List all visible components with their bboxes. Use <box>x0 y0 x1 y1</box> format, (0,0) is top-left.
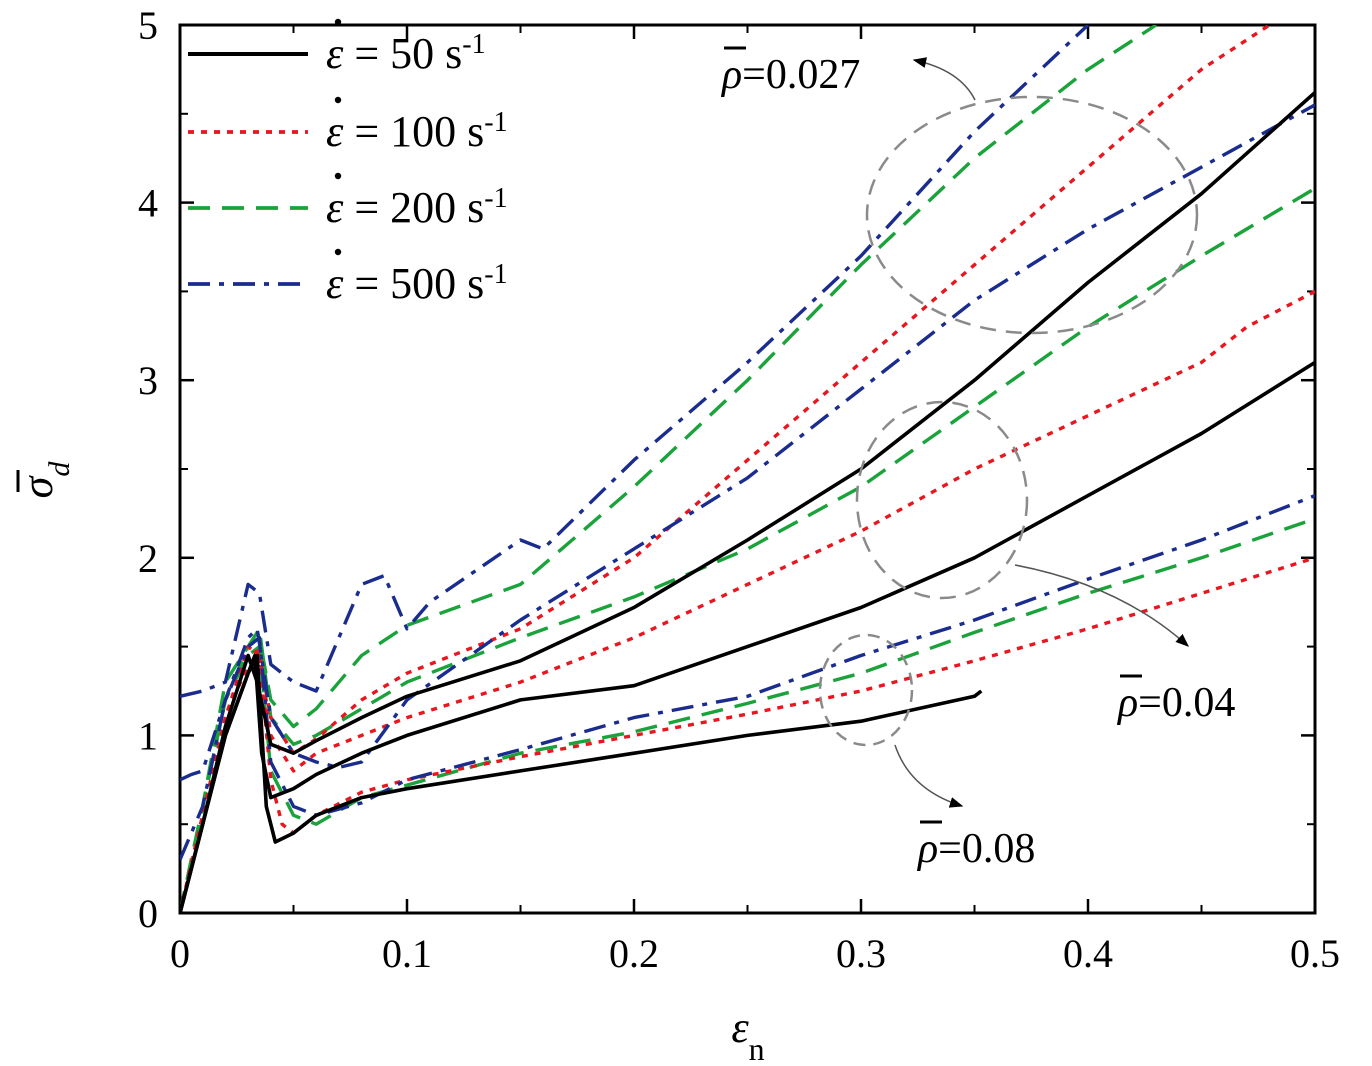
series-line-rho-0027-rate-100 <box>180 25 1271 913</box>
legend-symbol: ε <box>326 183 344 232</box>
annotation-0027-value: =0.027 <box>742 52 860 98</box>
legend-rate-text: = 100 s <box>343 107 484 156</box>
svg-text:ρ=0.04: ρ=0.04 <box>1116 680 1235 726</box>
legend-rate-text: = 50 s <box>343 29 462 78</box>
legend-exponent: -1 <box>484 259 507 290</box>
group-ellipse-008 <box>818 633 914 747</box>
legend-rate-dot <box>334 172 342 180</box>
x-axis-title: εn <box>731 1003 764 1066</box>
annotation-004-symbol: ρ <box>1116 680 1138 726</box>
legend-rate-text: = 500 s <box>343 259 484 308</box>
series-line-rho-008-rate-50 <box>180 653 983 913</box>
plot-frame <box>178 23 1317 915</box>
x-tick-label: 0.1 <box>382 931 432 976</box>
legend-rate-dot <box>334 248 342 256</box>
y-tick-label: 4 <box>138 181 158 226</box>
legend-label: ε = 500 s-1 <box>326 259 508 309</box>
svg-text:ρ=0.08: ρ=0.08 <box>916 826 1035 872</box>
legend-item-200: ε = 200 s-1 <box>188 172 508 233</box>
series-layer <box>180 25 1315 913</box>
series-line-rho-0027-rate-200 <box>180 25 1158 913</box>
annotation-004-value: =0.04 <box>1138 680 1235 726</box>
annotation-004: ρ=0.04 <box>1116 674 1235 726</box>
y-axis-title: σd <box>13 461 76 499</box>
legend-rate-dot <box>334 96 342 104</box>
series-line-rho-004-rate-200 <box>180 186 1315 913</box>
x-axis-label: ε <box>731 1003 749 1052</box>
svg-text:σd: σd <box>13 461 76 499</box>
series-line-rho-004-rate-100 <box>180 289 1315 913</box>
series-line-rho-004-rate-500 <box>180 103 1315 782</box>
series-line-rho-008-rate-100 <box>180 556 1315 913</box>
legend-exponent: -1 <box>484 107 507 138</box>
x-tick-label: 0 <box>170 931 190 976</box>
annotation-008: ρ=0.08 <box>916 820 1035 872</box>
legend-label: ε = 100 s-1 <box>326 107 508 157</box>
group-ellipse-0027 <box>865 95 1199 335</box>
legend-item-500: ε = 500 s-1 <box>188 248 508 309</box>
annotation-arrow-0027 <box>912 57 976 101</box>
legend-rate-text: = 200 s <box>343 183 484 232</box>
x-tick-label: 0.4 <box>1063 931 1113 976</box>
x-tick-label: 0.5 <box>1290 931 1340 976</box>
legend-symbol: ε <box>326 29 344 78</box>
legend-item-100: ε = 100 s-1 <box>188 96 508 157</box>
series-line-rho-0027-rate-500 <box>180 25 1090 698</box>
legend-rate-dot <box>334 18 342 26</box>
svg-text:ρ=0.027: ρ=0.027 <box>720 52 860 98</box>
legend-label: ε = 200 s-1 <box>326 183 508 233</box>
series-line-rho-0027-rate-50 <box>180 91 1315 913</box>
annotation-0027: ρ=0.027 <box>720 46 860 98</box>
annotation-arrow-008 <box>894 744 964 808</box>
legend-symbol: ε <box>326 107 344 156</box>
legend: ε = 50 s-1ε = 100 s-1ε = 200 s-1ε = 500 … <box>188 18 508 309</box>
legend-exponent: -1 <box>462 29 485 60</box>
legend-exponent: -1 <box>484 183 507 214</box>
annotation-0027-symbol: ρ <box>720 52 742 98</box>
y-axis-label-sub: d <box>43 461 76 477</box>
legend-symbol: ε <box>326 259 344 308</box>
y-tick-label: 1 <box>138 713 158 758</box>
tick-labels: 0 0.1 0.2 0.3 0.4 0.5 0 1 2 3 4 5 <box>138 3 1340 976</box>
y-axis-label: σ <box>13 474 62 498</box>
y-tick-label: 0 <box>138 891 158 936</box>
svg-text:εn: εn <box>731 1003 764 1066</box>
annotation-008-symbol: ρ <box>916 826 938 872</box>
group-ellipse-004 <box>855 400 1029 600</box>
y-tick-label: 3 <box>138 358 158 403</box>
x-axis-label-sub: n <box>749 1031 765 1066</box>
x-tick-label: 0.2 <box>609 931 659 976</box>
legend-label: ε = 50 s-1 <box>326 29 486 79</box>
series-line-rho-004-rate-50 <box>180 360 1315 913</box>
annotation-008-value: =0.08 <box>938 826 1035 872</box>
legend-item-50: ε = 50 s-1 <box>188 18 486 79</box>
annotation-arrow-004 <box>1014 564 1190 647</box>
y-tick-label: 5 <box>138 3 158 48</box>
axis-ticks <box>178 23 1317 915</box>
y-tick-label: 2 <box>138 536 158 581</box>
x-tick-label: 0.3 <box>836 931 886 976</box>
